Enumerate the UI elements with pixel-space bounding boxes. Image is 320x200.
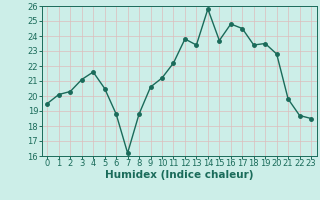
X-axis label: Humidex (Indice chaleur): Humidex (Indice chaleur) [105, 170, 253, 180]
